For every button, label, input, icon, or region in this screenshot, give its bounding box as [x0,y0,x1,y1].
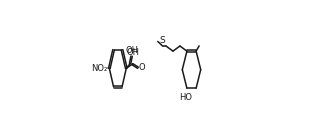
Text: O: O [139,63,145,72]
Text: OH: OH [125,46,138,55]
Text: OH: OH [126,48,139,57]
Text: S: S [160,36,166,45]
Text: NO₂: NO₂ [91,64,108,73]
Text: HO: HO [179,93,192,102]
